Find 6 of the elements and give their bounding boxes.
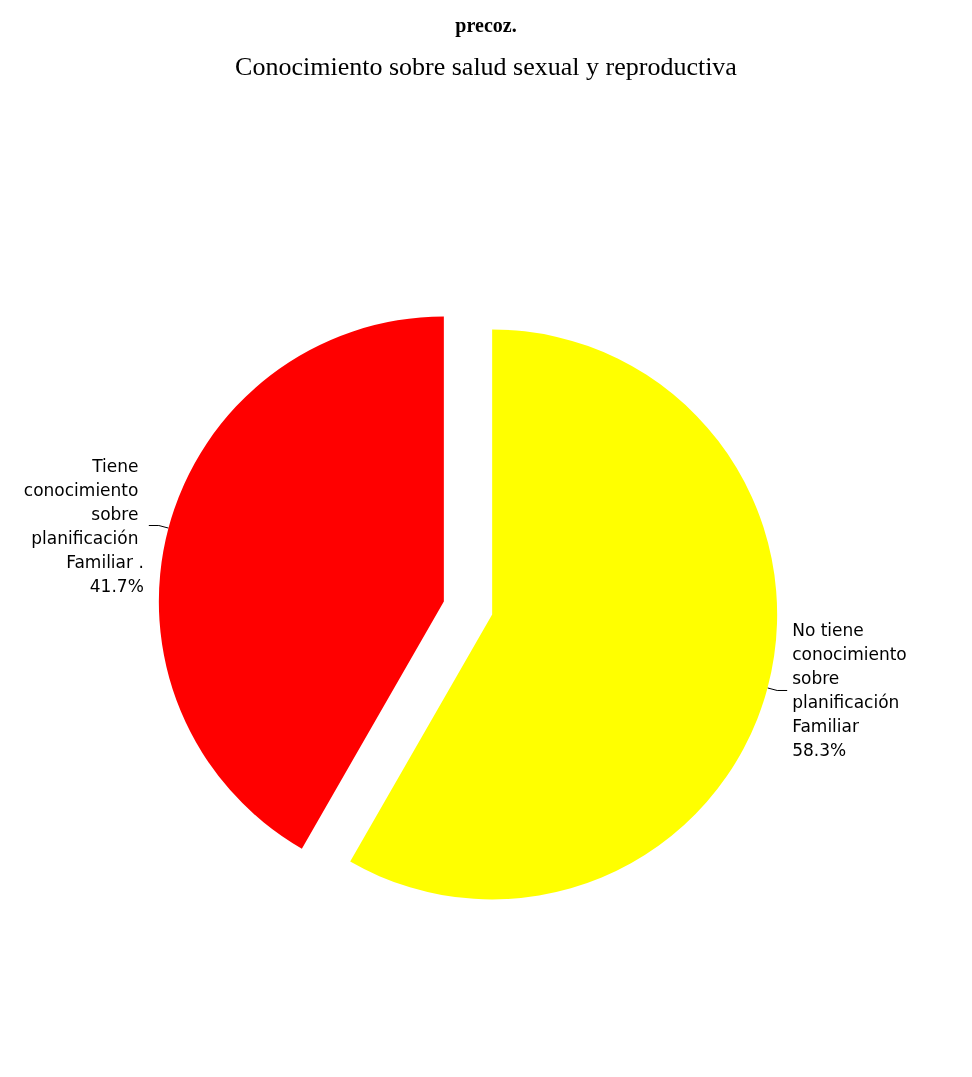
slice-label: No tiene conocimiento sobre planificación Familiar (792, 620, 913, 737)
slice-label: Tiene conocimiento sobre planificación Familiar . (23, 455, 144, 572)
text: precoz. (455, 14, 517, 37)
data-label: 41.7% (89, 575, 144, 596)
data-label: 58.3% (792, 740, 847, 761)
chart-title: Conocimiento sobre salud sexual y reproductiva (235, 51, 738, 81)
